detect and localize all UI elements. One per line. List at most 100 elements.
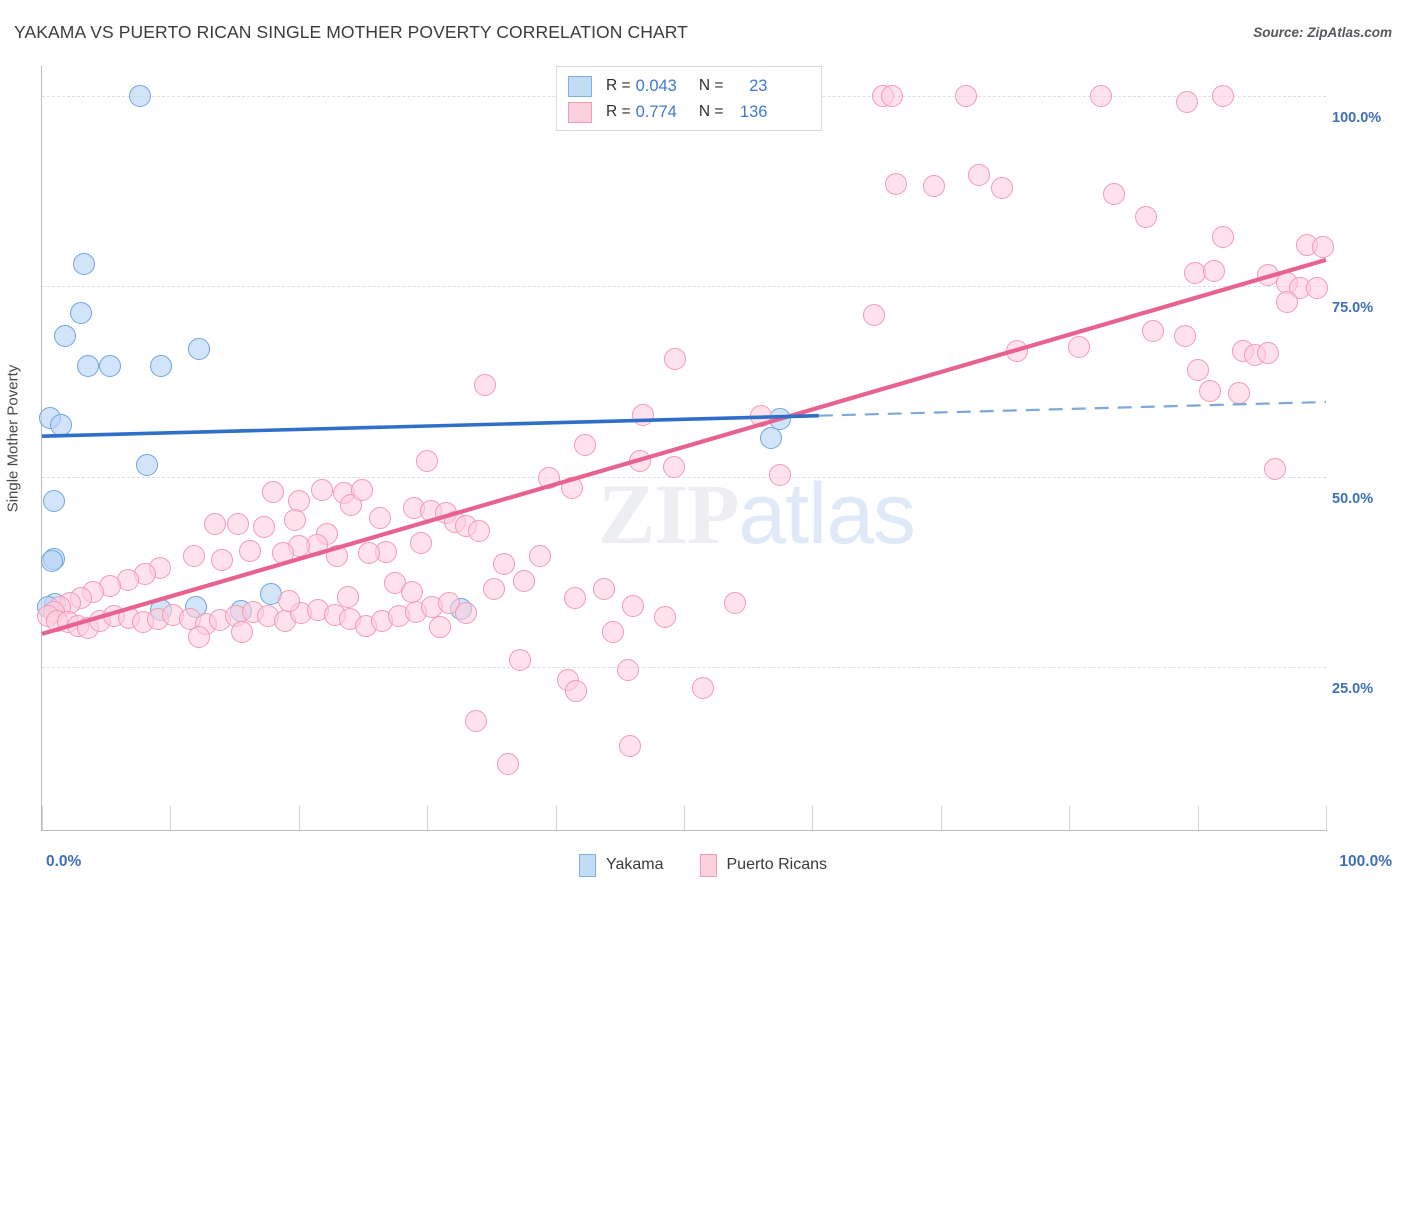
- scatter-point-pink: [692, 676, 715, 699]
- gridline: [42, 286, 1326, 288]
- scatter-point-pink: [563, 587, 586, 610]
- scatter-point-pink: [884, 172, 907, 195]
- scatter-point-pink: [239, 540, 261, 562]
- scatter-point-pink: [1141, 319, 1164, 342]
- scatter-point-pink: [955, 85, 978, 108]
- scatter-point-pink: [508, 648, 531, 671]
- scatter-point-pink: [350, 479, 373, 502]
- x-axis-tick: [42, 806, 43, 830]
- scatter-point-blue: [69, 302, 92, 325]
- legend-r-label-puerto-ricans: R =: [606, 103, 631, 120]
- scatter-point-pink: [1212, 85, 1235, 108]
- scatter-point-blue: [150, 354, 173, 377]
- scatter-point-pink: [1312, 235, 1335, 258]
- gridline: [42, 666, 1326, 668]
- scatter-point-pink: [529, 545, 552, 568]
- legend-r-value-yakama: 0.043: [635, 76, 677, 95]
- trendline: [41, 257, 1327, 636]
- scatter-point-pink: [1203, 260, 1226, 283]
- scatter-point-pink: [1090, 85, 1113, 108]
- x-axis-tick: [940, 806, 942, 830]
- plot-area: ZIPatlas: [37, 66, 1335, 830]
- scatter-point-pink: [991, 176, 1014, 199]
- x-axis-tick: [812, 806, 814, 830]
- series-legend-item-puerto-ricans[interactable]: Puerto Ricans: [699, 853, 828, 877]
- scatter-point-pink: [1103, 183, 1126, 206]
- scatter-point-pink: [416, 450, 439, 473]
- y-axis-tick-label: 50.0%: [1332, 490, 1374, 507]
- scatter-point-pink: [182, 545, 205, 568]
- scatter-point-pink: [863, 304, 886, 327]
- scatter-point-pink: [619, 735, 642, 758]
- legend-swatch-yakama: [568, 75, 592, 97]
- scatter-point-pink: [277, 590, 300, 613]
- x-axis-label-max: 100.0%: [1339, 853, 1392, 870]
- stats-legend: R = 0.043 N = 23 R = 0.774 N = 136: [556, 66, 822, 131]
- x-axis-tick: [1069, 806, 1071, 830]
- scatter-point-pink: [1135, 206, 1158, 229]
- scatter-point-pink: [565, 679, 588, 702]
- scatter-point-pink: [1212, 226, 1235, 249]
- series-label-yakama: Yakama: [605, 856, 664, 873]
- scatter-point-pink: [210, 549, 233, 572]
- scatter-point-pink: [482, 578, 505, 601]
- scatter-point-pink: [664, 347, 686, 370]
- legend-swatch-puerto-ricans: [568, 101, 592, 123]
- scatter-point-pink: [310, 479, 333, 502]
- scatter-point-pink: [662, 455, 685, 478]
- legend-n-label-puerto-ricans: N =: [698, 103, 724, 120]
- scatter-point-pink: [262, 480, 285, 503]
- scatter-point-pink: [574, 433, 597, 456]
- x-axis-tick: [1326, 806, 1327, 830]
- scatter-point-pink: [968, 163, 991, 186]
- scatter-point-pink: [409, 532, 432, 555]
- scatter-point-pink: [368, 507, 391, 530]
- series-legend: Yakama Puerto Ricans: [0, 850, 1406, 880]
- scatter-point-blue: [128, 85, 151, 108]
- series-legend-item-yakama[interactable]: Yakama: [578, 853, 664, 877]
- trendlines: [41, 257, 1327, 636]
- scatter-point-pink: [512, 569, 535, 592]
- x-axis-tick: [427, 806, 429, 830]
- scatter-point-blue: [41, 549, 64, 572]
- scatter-point-pink: [400, 581, 423, 604]
- scatter-point-pink: [454, 602, 477, 625]
- scatter-point-pink: [283, 508, 306, 531]
- page-title: YAKAMA VS PUERTO RICAN SINGLE MOTHER POV…: [14, 22, 688, 42]
- scatter-point-pink: [358, 542, 381, 565]
- y-axis-tick-label: 75.0%: [1332, 300, 1374, 317]
- scatter-point-pink: [231, 621, 254, 644]
- scatter-point-pink: [429, 616, 452, 639]
- y-axis-title: Single Mother Poverty: [4, 364, 22, 513]
- scatter-point-pink: [593, 578, 616, 601]
- x-axis-tick: [1197, 806, 1199, 830]
- series-label-puerto-ricans: Puerto Ricans: [726, 856, 828, 873]
- y-axis-tick-label: 100.0%: [1332, 110, 1382, 127]
- scatter-point-blue: [760, 427, 783, 450]
- scatter-point-pink: [653, 606, 676, 629]
- legend-row-puerto-ricans: R = 0.774 N = 136: [568, 99, 767, 125]
- scatter-point-pink: [464, 710, 487, 733]
- scatter-point-pink: [187, 625, 210, 648]
- scatter-point-pink: [1176, 91, 1199, 114]
- scatter-point-pink: [227, 513, 250, 536]
- y-axis-line: [41, 66, 42, 830]
- scatter-point-pink: [473, 374, 496, 397]
- scatter-point-pink: [602, 620, 625, 643]
- legend-n-value-puerto-ricans: 136: [739, 102, 768, 121]
- scatter-point-pink: [467, 520, 490, 543]
- scatter-point-pink: [1173, 324, 1196, 347]
- x-axis-tick: [298, 806, 300, 830]
- scatter-point-pink: [1068, 336, 1091, 359]
- x-axis-line: [41, 830, 1327, 831]
- y-axis-tick-label: 25.0%: [1332, 680, 1374, 697]
- trendline: [41, 413, 819, 439]
- series-swatch-puerto-ricans: [699, 853, 717, 877]
- scatter-point-pink: [1263, 457, 1286, 480]
- scatter-point-blue: [42, 489, 65, 512]
- scatter-point-pink: [724, 592, 747, 615]
- scatter-point-pink: [769, 463, 792, 486]
- scatter-point-pink: [621, 594, 644, 617]
- legend-n-value-yakama: 23: [749, 76, 768, 95]
- source-attribution: Source: ZipAtlas.com: [1253, 25, 1392, 40]
